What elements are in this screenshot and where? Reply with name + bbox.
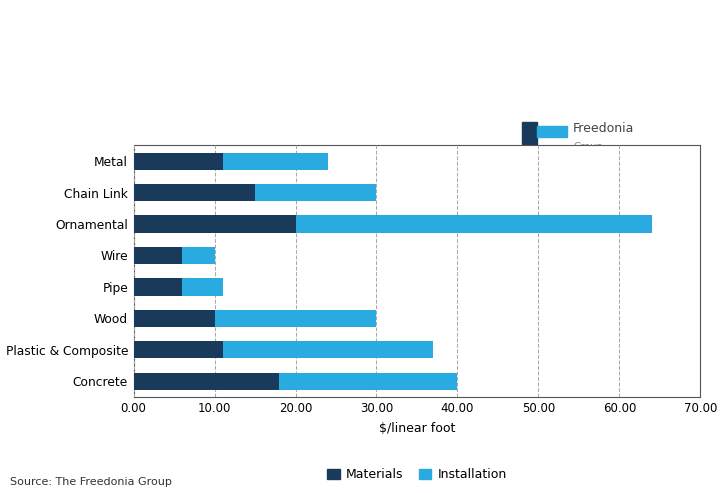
Text: Freedonia: Freedonia xyxy=(573,122,635,135)
Text: (dollars per linear foot for a 4-foot-high fence): (dollars per linear foot for a 4-foot-hi… xyxy=(10,102,332,115)
Bar xyxy=(214,310,376,327)
Bar xyxy=(523,122,537,153)
Bar xyxy=(134,341,222,358)
Text: Figure 3-9.: Figure 3-9. xyxy=(10,23,86,36)
Text: Source: The Freedonia Group: Source: The Freedonia Group xyxy=(10,477,172,487)
Bar xyxy=(134,247,182,264)
Bar xyxy=(134,373,279,390)
Text: Material & Installation Costs for Selected Fencing Materials,: Material & Installation Costs for Select… xyxy=(10,51,427,64)
Bar xyxy=(134,152,222,170)
Bar xyxy=(134,310,214,327)
Bar xyxy=(134,184,255,201)
Text: Group: Group xyxy=(573,142,603,152)
Bar xyxy=(295,215,652,233)
Bar xyxy=(182,247,214,264)
Bar xyxy=(222,152,328,170)
X-axis label: $/linear foot: $/linear foot xyxy=(379,423,455,435)
Bar xyxy=(537,126,567,137)
Bar xyxy=(182,278,222,295)
Legend: Materials, Installation: Materials, Installation xyxy=(322,463,512,486)
Bar xyxy=(222,341,433,358)
Text: 2022: 2022 xyxy=(10,79,45,92)
Bar xyxy=(255,184,376,201)
Bar xyxy=(279,373,458,390)
Bar xyxy=(134,278,182,295)
Bar xyxy=(134,215,295,233)
